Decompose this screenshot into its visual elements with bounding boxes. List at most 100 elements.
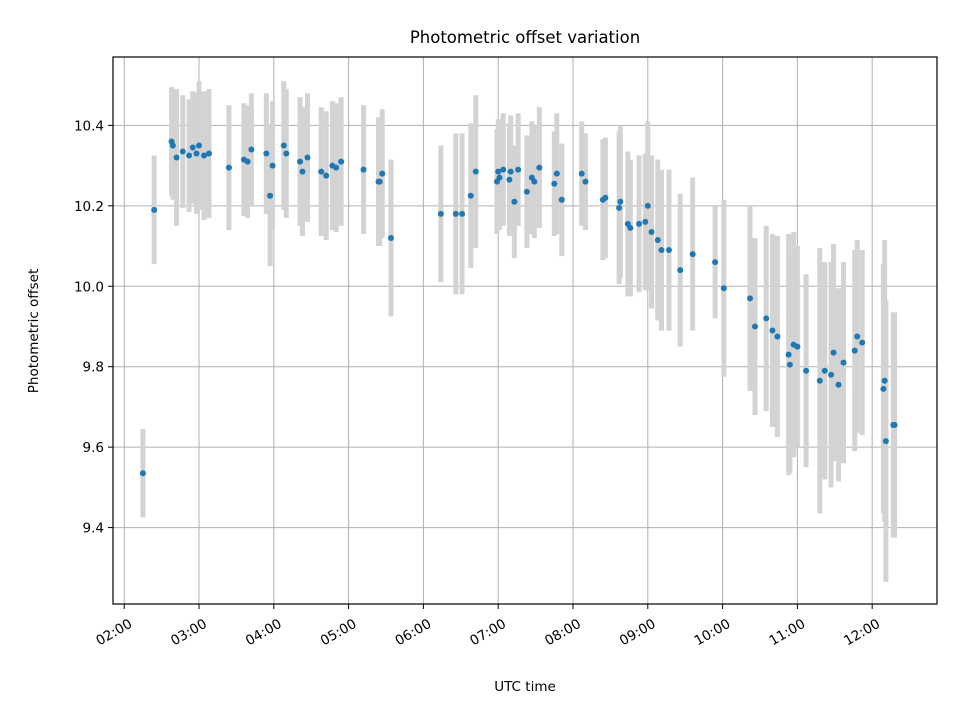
x-tick-label: 06:00: [393, 616, 435, 649]
data-point: [830, 349, 837, 356]
data-point: [523, 188, 530, 195]
data-point: [636, 220, 643, 227]
data-point: [296, 158, 303, 165]
data-point: [627, 224, 634, 231]
data-point: [173, 154, 180, 161]
data-point: [644, 202, 651, 209]
data-point: [225, 164, 232, 171]
data-point: [816, 377, 823, 384]
y-tick-label: 9.4: [83, 521, 104, 537]
y-tick-label: 10.0: [74, 279, 104, 295]
data-point: [785, 351, 792, 358]
data-point: [835, 381, 842, 388]
data-point: [658, 247, 665, 254]
x-tick-label: 05:00: [318, 616, 360, 649]
x-tick-label: 12:00: [841, 616, 883, 649]
data-point: [379, 170, 386, 177]
data-point: [840, 359, 847, 366]
data-point: [299, 168, 306, 175]
data-point: [642, 218, 649, 225]
x-tick-label: 08:00: [542, 616, 584, 649]
y-tick-label: 9.6: [83, 440, 104, 456]
data-point: [506, 176, 513, 183]
x-tick-label: 10:00: [692, 616, 734, 649]
data-point: [751, 323, 758, 330]
data-point: [467, 192, 474, 199]
data-point: [531, 178, 538, 185]
data-point: [578, 170, 585, 177]
data-point: [186, 152, 193, 159]
data-point: [854, 333, 861, 340]
data-point: [283, 150, 290, 157]
x-tick-label: 09:00: [617, 616, 659, 649]
error-bar-layer: [140, 81, 898, 582]
data-point: [201, 152, 208, 159]
data-point: [880, 385, 887, 392]
x-axis-label: UTC time: [494, 679, 556, 695]
x-tick-label: 02:00: [93, 616, 135, 649]
plot-frame: [112, 56, 938, 605]
data-point: [205, 150, 212, 157]
x-tick-label: 03:00: [168, 616, 210, 649]
data-point: [511, 198, 518, 205]
chart-title: Photometric offset variation: [410, 28, 640, 47]
data-point: [196, 142, 203, 149]
data-point: [323, 172, 330, 179]
data-point: [616, 204, 623, 211]
data-point: [169, 142, 176, 149]
data-point: [189, 144, 196, 151]
data-point: [244, 158, 251, 165]
data-point: [536, 164, 543, 171]
data-point: [338, 158, 345, 165]
data-point: [648, 228, 655, 235]
data-point: [558, 196, 565, 203]
y-tick-label: 9.8: [83, 360, 104, 376]
y-axis-label: Photometric offset: [26, 269, 42, 393]
data-point: [500, 166, 507, 173]
data-point: [763, 315, 770, 322]
data-point: [617, 198, 624, 205]
data-point: [151, 206, 158, 213]
data-point: [472, 168, 479, 175]
data-point: [333, 164, 340, 171]
data-point: [459, 210, 466, 217]
data-point: [496, 174, 503, 181]
data-point: [821, 367, 828, 374]
data-point: [712, 259, 719, 266]
data-point: [139, 470, 146, 477]
data-point: [654, 237, 661, 244]
data-point: [495, 168, 502, 175]
data-point: [376, 178, 383, 185]
data-point: [582, 178, 589, 185]
y-tick-label: 10.2: [74, 199, 104, 215]
data-point: [553, 170, 560, 177]
data-point: [882, 438, 889, 445]
data-point: [387, 234, 394, 241]
data-point: [452, 210, 459, 217]
x-tick-label: 07:00: [467, 616, 509, 649]
data-point: [318, 168, 325, 175]
data-point: [437, 210, 444, 217]
data-point: [891, 422, 898, 429]
data-point: [851, 347, 858, 354]
data-point: [803, 367, 810, 374]
data-point: [881, 377, 888, 384]
data-point: [515, 166, 522, 173]
data-point: [665, 247, 672, 254]
data-point: [551, 180, 558, 187]
data-point: [794, 343, 801, 350]
data-point: [507, 168, 514, 175]
data-point: [304, 154, 311, 161]
y-tick-label: 10.4: [74, 118, 104, 134]
data-point: [720, 285, 727, 292]
x-tick-label: 11:00: [766, 616, 808, 649]
data-point: [602, 194, 609, 201]
data-point: [774, 333, 781, 340]
data-point: [263, 150, 270, 157]
data-point: [859, 339, 866, 346]
data-point: [193, 150, 200, 157]
data-point: [769, 327, 776, 334]
data-point: [677, 267, 684, 274]
data-point: [747, 295, 754, 302]
